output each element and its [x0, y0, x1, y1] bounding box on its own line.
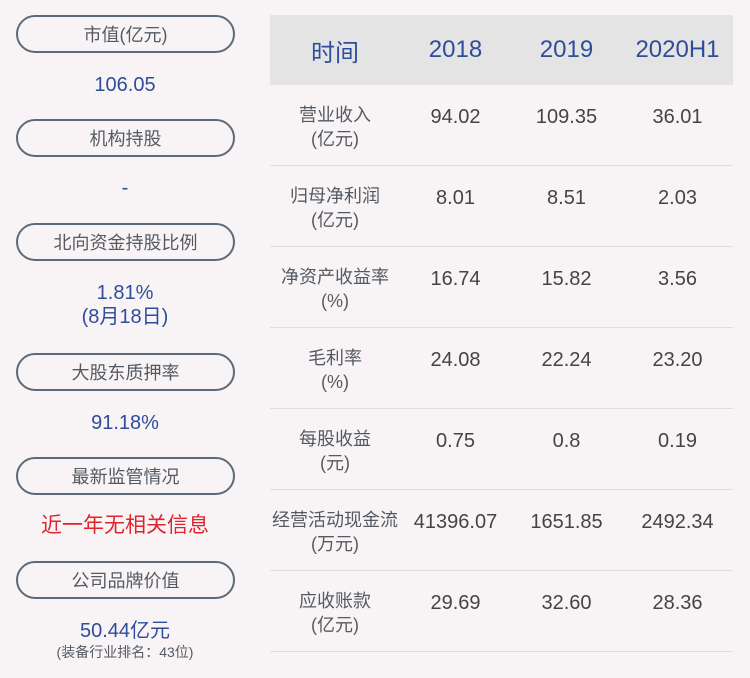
cell-value: 29.69: [430, 592, 481, 614]
header-2020h1: 2020H1: [635, 36, 720, 63]
cell-value: 8.51: [547, 187, 586, 209]
cell-value: 0.8: [552, 430, 581, 452]
row-label: 经营活动现金流 (万元): [272, 510, 398, 554]
brand-value-amount: 50.44亿元: [79, 620, 171, 642]
cell-value: 22.24: [541, 349, 592, 371]
cell-value: 2.03: [658, 187, 697, 209]
table-row: 营业收入 (亿元) 94.02 109.35 36.01: [270, 85, 733, 166]
value-northbound-ratio: 1.81% (8月18日): [0, 281, 250, 329]
label-northbound-ratio: 北向资金持股比例: [16, 223, 235, 261]
table-row: 毛利率 (%) 24.08 22.24 23.20: [270, 328, 733, 409]
cell-value: 94.02: [430, 106, 481, 128]
table-row: 净资产收益率 (%) 16.74 15.82 3.56: [270, 247, 733, 328]
cell-value: 23.20: [652, 349, 703, 371]
northbound-percent: 1.81%: [96, 282, 154, 304]
cell-value: 1651.85: [530, 511, 603, 533]
cell-value: 28.36: [652, 592, 703, 614]
value-pledge-rate: 91.18%: [91, 412, 159, 434]
label-brand-value: 公司品牌价值: [16, 561, 235, 599]
value-institutional-holdings: -: [121, 177, 129, 199]
cell-value: 15.82: [541, 268, 592, 290]
table-row: 归母净利润 (亿元) 8.01 8.51 2.03: [270, 166, 733, 247]
header-2018: 2018: [428, 36, 483, 63]
cell-value: 32.60: [541, 592, 592, 614]
cell-value: 36.01: [652, 106, 703, 128]
table-row: 每股收益 (元) 0.75 0.8 0.19: [270, 409, 733, 490]
value-regulatory-status: 近一年无相关信息: [41, 514, 209, 537]
cell-value: 109.35: [535, 106, 598, 128]
row-label: 应收账款 (亿元): [299, 591, 371, 635]
label-regulatory-status: 最新监管情况: [16, 457, 235, 495]
label-pledge-rate: 大股东质押率: [16, 353, 235, 391]
row-label: 净资产收益率 (%): [281, 267, 389, 311]
row-label: 归母净利润 (亿元): [290, 186, 380, 230]
cell-value: 24.08: [430, 349, 481, 371]
cell-value: 3.56: [658, 268, 697, 290]
value-market-cap: 106.05: [94, 74, 156, 96]
header-time: 时间: [311, 39, 359, 67]
cell-value: 16.74: [430, 268, 481, 290]
table-row: 应收账款 (亿元) 29.69 32.60 28.36: [270, 571, 733, 652]
label-market-cap: 市值(亿元): [16, 15, 235, 53]
row-label: 营业收入 (亿元): [299, 105, 371, 149]
cell-value: 0.75: [436, 430, 475, 452]
row-label: 每股收益 (元): [299, 429, 371, 473]
table-row: 经营活动现金流 (万元) 41396.07 1651.85 2492.34: [270, 490, 733, 571]
value-brand-value: 50.44亿元 (装备行业排名：43位): [0, 619, 250, 661]
row-label: 毛利率 (%): [308, 348, 362, 392]
cell-value: 41396.07: [413, 511, 498, 533]
label-institutional-holdings: 机构持股: [16, 119, 235, 157]
table-header: 时间 2018 2019 2020H1: [270, 15, 733, 85]
brand-value-rank: (装备行业排名：43位): [56, 644, 194, 660]
cell-value: 0.19: [658, 430, 697, 452]
northbound-date: (8月18日): [81, 306, 169, 328]
header-2019: 2019: [539, 36, 594, 63]
financial-table: 时间 2018 2019 2020H1 营业收入 (亿元) 94.02 109.3…: [270, 15, 733, 652]
cell-value: 8.01: [436, 187, 475, 209]
cell-value: 2492.34: [641, 511, 714, 533]
